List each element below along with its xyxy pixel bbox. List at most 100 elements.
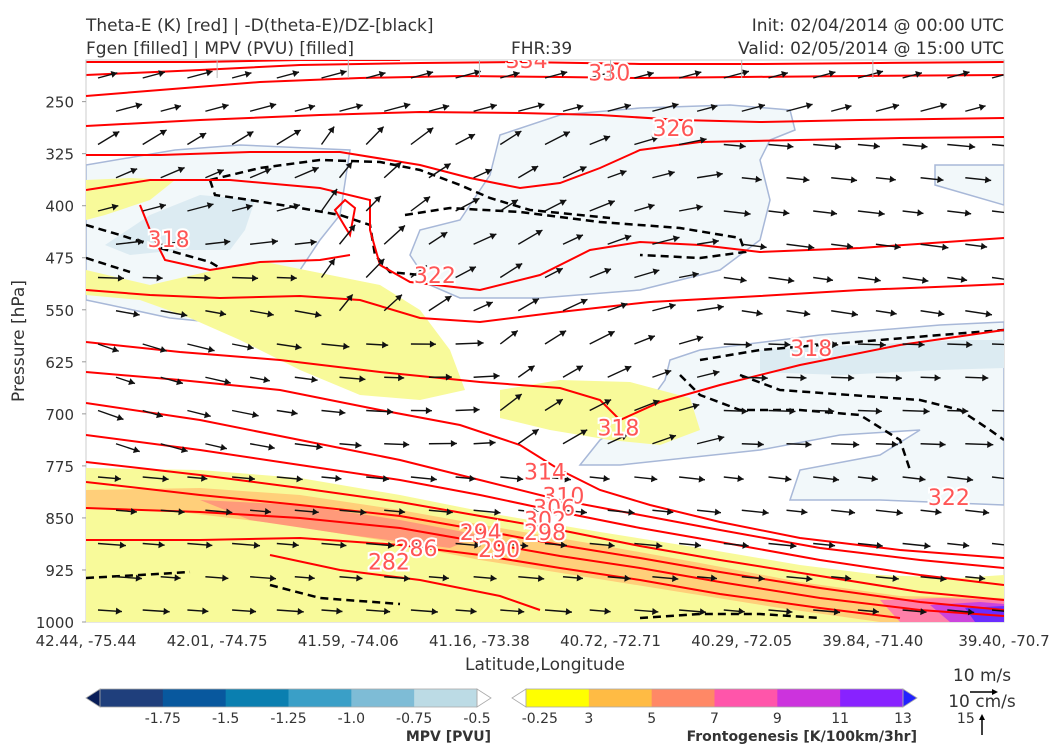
theta-e-labels: 334 3303263223183183183143103063022982942…	[146, 49, 972, 578]
wind-vector-head	[387, 541, 395, 549]
theta-e-contour	[86, 434, 1004, 586]
wind-vector-head	[745, 341, 752, 349]
wind-vector-head	[879, 341, 886, 349]
wind-vector-head	[832, 341, 839, 349]
wind-vector-head	[263, 376, 270, 384]
wind-vector-head	[924, 542, 931, 550]
mpv-colorbar-end-left	[85, 688, 101, 708]
wind-vector-head	[710, 103, 718, 111]
wind-vector-head	[177, 166, 185, 174]
wind-vector-head	[490, 574, 497, 582]
stability-contour	[86, 570, 191, 580]
wind-vector-head	[330, 188, 338, 196]
theta-e-label: 334	[506, 49, 548, 74]
mpv-colorbar-segment	[288, 689, 352, 707]
wind-vector-head	[756, 309, 763, 317]
wind-vector-head	[652, 268, 660, 276]
wind-vector-head	[468, 133, 476, 141]
wind-vector-head	[532, 298, 539, 305]
wind-vector-head	[603, 474, 610, 482]
wind-vector-head	[939, 440, 946, 448]
wind-vector-head	[624, 365, 632, 373]
wind-vector-head	[655, 542, 663, 550]
mpv-region	[409, 104, 796, 299]
y-tick-label: 625	[45, 354, 74, 372]
wind-vector-head	[962, 407, 969, 415]
mpv-colorbar-segment	[414, 689, 478, 707]
wind-vector-head	[252, 411, 259, 419]
wind-vector-head	[699, 608, 707, 616]
wind-vector-head	[696, 335, 704, 343]
wind-vector-head	[603, 135, 611, 142]
theta-e-contour	[86, 329, 1004, 422]
wind-vector-head	[292, 70, 300, 77]
wind-vector-head	[962, 70, 970, 77]
wind-vector-head	[651, 135, 659, 143]
wind-vector-head	[923, 407, 930, 415]
wind-vector-head	[444, 295, 452, 303]
theta-e-label: 322	[928, 486, 970, 511]
wind-vector-head	[968, 143, 976, 151]
wind-vector-head	[205, 69, 213, 77]
wind-vector-head	[398, 508, 406, 516]
wind-vector-head	[742, 541, 749, 549]
wind-vector-head	[786, 608, 793, 616]
wind-vector-head	[982, 374, 989, 382]
stability-contour	[679, 374, 912, 471]
wind-vector-head	[580, 508, 587, 516]
wind-vector-head	[343, 342, 350, 350]
wind-vector	[991, 476, 1004, 480]
wind-vector-head	[204, 411, 211, 419]
wind-vector-head	[604, 267, 612, 275]
wind-vector-head	[222, 574, 229, 582]
vector-key-horizontal: 10 m/s	[953, 666, 1011, 686]
stability-contour	[86, 256, 131, 274]
wind-vector-head	[489, 233, 497, 240]
fgen-colorbar-frame	[525, 688, 904, 708]
wind-vector-head	[624, 103, 631, 110]
wind-vector-head	[314, 311, 322, 318]
wind-vector-head	[537, 102, 545, 110]
y-tick-label: 775	[45, 458, 74, 476]
theta-e-label: 318	[790, 337, 832, 362]
wind-vector-head	[516, 475, 524, 483]
wind-vector-head	[830, 209, 838, 217]
wind-vector-head	[576, 574, 583, 582]
wind-vector-head	[158, 541, 165, 549]
wind-vector-head	[510, 330, 518, 338]
wind-vector-head	[220, 443, 227, 451]
wind-vector-head	[178, 508, 185, 516]
theta-e-label: 318	[597, 417, 639, 442]
wind-vector-head	[787, 276, 795, 284]
wind-vector-head	[202, 607, 209, 615]
mpv-colorbar-end-right	[476, 688, 492, 708]
wind-vector-head	[828, 70, 836, 77]
wind-vector-head	[378, 70, 386, 78]
wind-vector-head	[267, 310, 274, 318]
wind-vector-head	[308, 103, 316, 111]
y-axis-label: Pressure [hPa]	[9, 280, 29, 402]
wind-vector-head	[919, 475, 926, 483]
wind-vector-head	[624, 234, 632, 242]
wind-vector-head	[264, 508, 272, 516]
wind-vector-head	[805, 440, 812, 448]
wind-vector-head	[844, 103, 852, 111]
wind-vector-head	[807, 243, 815, 251]
wind-vector-head	[493, 372, 500, 380]
wind-vector-head	[403, 440, 410, 448]
wind-vector-head	[604, 607, 611, 615]
wind-vector-head	[470, 607, 477, 615]
wind-vector-head	[355, 103, 363, 110]
wind-vector-head	[834, 143, 842, 151]
wind-vector-head	[443, 163, 451, 170]
wind-vector-head	[521, 541, 529, 549]
wind-vector-head	[895, 374, 902, 382]
wind-vector-head	[111, 203, 119, 211]
wind-vector-head	[137, 238, 144, 246]
wind-vector-head	[740, 276, 747, 284]
wind-vector-head	[135, 574, 142, 582]
wind-vector-head	[425, 407, 432, 415]
wind-vector-head	[473, 406, 480, 414]
wind-vector-head	[937, 309, 945, 317]
wind-vector-head	[511, 199, 518, 206]
